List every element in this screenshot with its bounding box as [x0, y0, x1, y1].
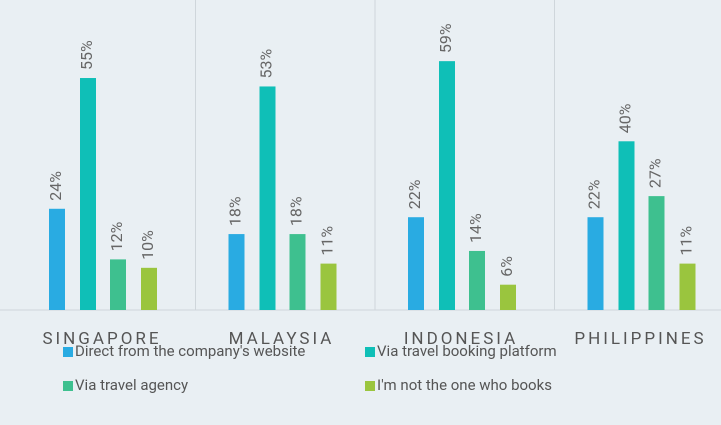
x-tick-label: MALAYSIA: [229, 329, 335, 349]
legend-swatch: [365, 347, 375, 357]
legend-swatch: [63, 347, 73, 357]
data-label: 18%: [226, 196, 245, 226]
bar: [80, 78, 96, 310]
data-label: 12%: [107, 221, 126, 251]
data-label: 53%: [257, 48, 276, 78]
data-label: 6%: [497, 256, 516, 277]
data-label: 55%: [77, 40, 96, 70]
bar: [587, 217, 604, 310]
bar: [648, 196, 665, 310]
data-label: 11%: [318, 226, 337, 256]
legend-label: I'm not the one who books: [377, 376, 552, 394]
bar: [439, 61, 455, 310]
data-label: 24%: [46, 171, 65, 201]
bar: [110, 259, 126, 310]
data-label: 10%: [138, 230, 157, 260]
legend-label: Via travel booking platform: [377, 342, 557, 360]
bar: [320, 263, 337, 310]
data-label: 59%: [436, 23, 455, 53]
x-tick-label: SINGAPORE: [42, 329, 161, 349]
data-label: 27%: [646, 158, 665, 188]
legend-swatch: [365, 381, 375, 391]
legend-swatch: [63, 381, 73, 391]
bar: [289, 234, 306, 310]
bar: [618, 141, 635, 310]
legend-label: Direct from the company's website: [75, 342, 305, 360]
bar: [49, 208, 65, 310]
bar: [679, 263, 696, 310]
data-label: 22%: [405, 179, 424, 209]
data-label: 18%: [287, 196, 306, 226]
bar: [408, 217, 424, 310]
data-label: 40%: [616, 103, 635, 133]
bar: [228, 234, 245, 310]
x-tick-label: PHILIPPINES: [574, 329, 706, 349]
data-label: 14%: [466, 213, 485, 243]
bar: [259, 86, 276, 310]
bar: [500, 284, 516, 310]
bar: [469, 250, 485, 310]
data-label: 11%: [677, 226, 696, 256]
bar: [141, 267, 157, 310]
legend-label: Via travel agency: [75, 376, 188, 394]
x-tick-label: INDONESIA: [404, 329, 518, 349]
data-label: 22%: [585, 179, 604, 209]
